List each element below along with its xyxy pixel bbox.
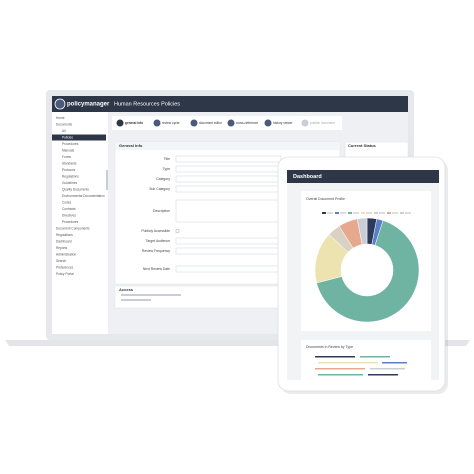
field-input[interactable] [175,165,282,173]
bar-title: Documents in Review by Type [306,345,353,349]
legend-swatch [322,212,326,214]
nav-item[interactable]: Protocols [62,168,76,172]
nav-item[interactable]: Codes [62,200,72,204]
nav-item[interactable]: Regulations [62,174,79,178]
legend-text [366,212,372,214]
field-label: Type [163,167,170,171]
nav-item[interactable]: Administration [56,252,76,256]
nav-item[interactable]: Procedures [62,220,79,224]
step-dot [190,119,198,127]
field-label: Target Audience [146,239,170,243]
nav-item[interactable]: All [62,129,66,133]
logo [54,98,66,110]
nav-item[interactable]: Policy Portal [56,272,74,276]
step-dot [116,119,124,127]
nav-item[interactable]: Search [56,259,66,263]
legend-text [405,212,411,214]
nav-item[interactable]: Dashboard [56,239,72,243]
field-input[interactable] [175,185,282,193]
access-title: Access [119,287,134,292]
nav-item[interactable]: Forms [62,155,71,159]
dash-title: Dashboard [293,174,322,180]
legend-text [392,212,398,214]
field-input[interactable] [175,265,282,273]
section-title: General Info [119,143,143,148]
nav-item[interactable]: Environmental Documentation [62,194,105,198]
nav-item[interactable]: Directives [62,213,76,217]
sidebar [52,112,108,334]
nav-item[interactable]: Preferences [56,265,74,269]
field-input[interactable] [175,175,282,183]
nav-item[interactable]: Standards [62,161,77,165]
panel-header [115,142,340,150]
legend-text [340,212,346,214]
placeholder [121,299,151,301]
nav-item[interactable]: Policies [62,135,73,139]
steps-bar [112,116,342,130]
checkbox[interactable] [175,229,180,233]
nav-item[interactable]: Document Components [56,226,90,230]
field-input[interactable] [175,247,282,255]
step-dot [227,119,235,127]
legend-swatch [374,212,378,214]
field-label: Sub Category [149,187,170,191]
step-dot [264,119,272,127]
legend-swatch [387,212,391,214]
donut-slice [356,217,368,245]
nav-item[interactable]: Procedures [62,142,79,146]
step-label[interactable]: document editor [199,121,223,125]
top-bar [52,96,408,112]
field-label: Category [156,177,170,181]
field-input[interactable] [175,199,282,223]
nav-item[interactable]: Contracts [62,207,76,211]
nav-item[interactable]: Guidelines [62,181,77,185]
step-dot [153,119,161,127]
bar-chart-placeholder [315,356,407,376]
field-label: Publicly Accessible [141,229,170,233]
nav-item[interactable]: Documents [56,122,73,126]
step-label[interactable]: publish document [310,121,335,125]
step-label[interactable]: history viewer [273,121,293,125]
legend-text [327,212,333,214]
nav-item[interactable]: Home [56,116,65,120]
legend-swatch [361,212,365,214]
nav-item[interactable]: Regulations [56,233,73,237]
step-label[interactable]: cross-reference [236,121,258,125]
nav-item[interactable]: Quality Documents [62,187,89,191]
field-label: Next Review Date [143,267,170,271]
field-label: Review Frequency [142,249,170,253]
dash-header [287,170,439,183]
step-dot [301,119,309,127]
nav-item[interactable]: Manuals [62,148,74,152]
brand: policymanager [67,102,110,108]
legend-swatch [335,212,339,214]
legend-text [379,212,385,214]
field-input[interactable] [175,155,282,163]
step-label[interactable]: general info [125,121,143,125]
field-label: Title [164,157,170,161]
legend-text [353,212,359,214]
donut-slice [316,220,420,323]
chart-title: Overall Document Profile [306,197,345,201]
legend-swatch [348,212,352,214]
nav-active [52,134,106,141]
nav-item[interactable]: Reports [56,246,68,250]
step-label[interactable]: review cycle [162,121,180,125]
page-title: Human Resources Policies [114,101,180,107]
field-label: Description [153,209,170,213]
placeholder [121,294,181,296]
legend-swatch [400,212,404,214]
scrollbar [106,170,108,190]
status-title: Current Status [348,143,377,148]
field-input[interactable] [175,237,282,245]
